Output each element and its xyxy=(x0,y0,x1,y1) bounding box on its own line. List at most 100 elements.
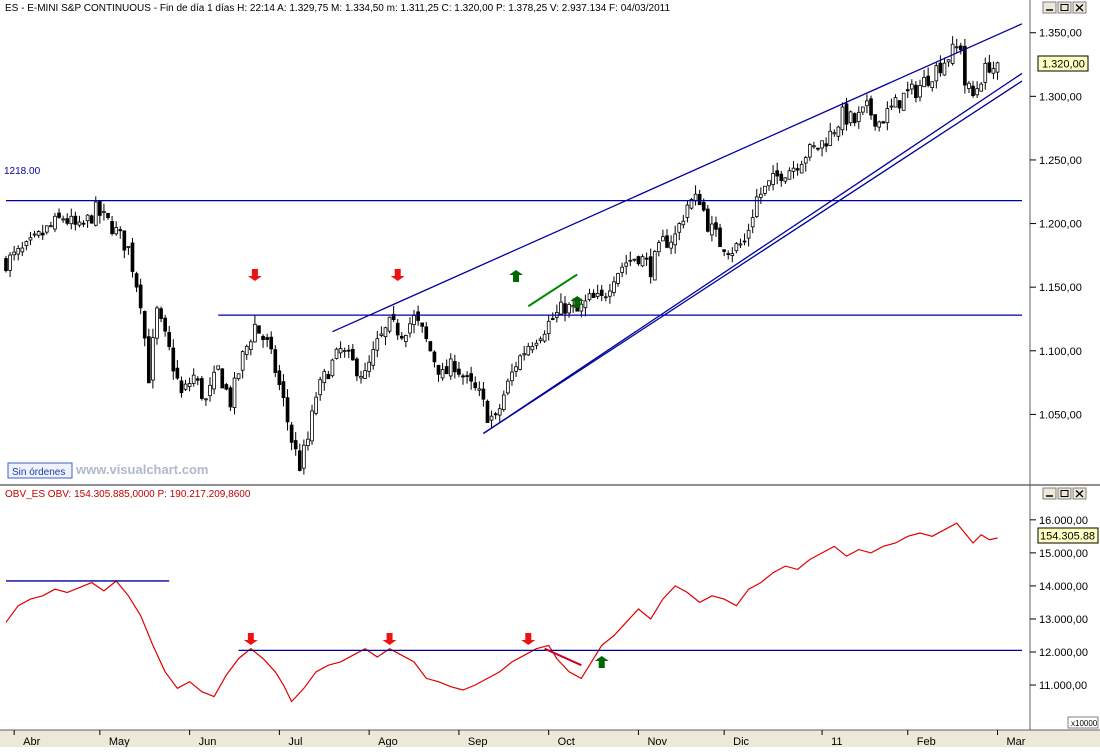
candle xyxy=(469,373,473,382)
candle xyxy=(599,289,604,296)
candle xyxy=(559,301,563,315)
down-arrow-icon xyxy=(243,633,258,645)
candle xyxy=(93,201,98,226)
candle xyxy=(983,63,988,83)
candle xyxy=(204,398,208,401)
candle xyxy=(705,208,710,232)
candle xyxy=(367,361,371,372)
candle xyxy=(820,140,824,149)
candle xyxy=(261,335,265,340)
close-icon[interactable] xyxy=(1072,487,1087,500)
candle xyxy=(220,368,225,389)
candle xyxy=(20,247,25,253)
minimize-icon[interactable] xyxy=(1042,487,1057,500)
price-y-tick-label: 1.300,00 xyxy=(1039,91,1082,103)
candle xyxy=(310,410,314,442)
orders-badge[interactable]: Sin órdenes xyxy=(7,462,73,479)
obv-y-tick-label: 15.000,00 xyxy=(1039,548,1088,560)
down-arrow-icon xyxy=(247,269,262,281)
minimize-icon[interactable] xyxy=(1042,1,1057,14)
candle xyxy=(995,62,1000,73)
candle xyxy=(493,413,498,416)
candle xyxy=(24,241,29,247)
candle xyxy=(302,444,306,469)
trend-line xyxy=(332,23,1023,333)
candle xyxy=(212,371,216,390)
candle xyxy=(791,167,796,172)
obv-y-tick-label: 14.000,00 xyxy=(1039,581,1088,593)
x-tick-label: Dic xyxy=(733,736,749,747)
candle xyxy=(326,374,331,380)
obv-y-tick-label: 16.000,00 xyxy=(1039,515,1088,527)
candle xyxy=(657,242,661,253)
x-tick-label: Mar xyxy=(1007,736,1026,747)
candle xyxy=(408,323,412,334)
candle xyxy=(967,82,971,89)
candle xyxy=(877,121,882,128)
candle xyxy=(216,365,221,370)
candle xyxy=(404,334,408,342)
candle xyxy=(98,200,102,216)
candle xyxy=(330,359,335,377)
candle xyxy=(453,361,457,373)
candle xyxy=(391,314,396,321)
candle xyxy=(306,438,310,446)
candle xyxy=(383,327,388,338)
candle xyxy=(314,396,318,414)
price-value-box: 1.320,00 xyxy=(1037,55,1089,72)
candle xyxy=(640,256,645,267)
candle xyxy=(742,240,747,243)
candle xyxy=(8,254,12,271)
candle xyxy=(371,349,376,366)
candle xyxy=(628,259,633,262)
candle xyxy=(836,126,841,137)
x-tick-label: Nov xyxy=(647,736,667,747)
candle xyxy=(273,349,278,373)
candle xyxy=(228,387,233,408)
price-panel xyxy=(0,0,1100,484)
candle xyxy=(436,364,441,375)
candle xyxy=(987,62,992,73)
x-tick-label: Ago xyxy=(378,736,398,747)
candle xyxy=(40,232,45,236)
candle xyxy=(240,351,245,371)
candle xyxy=(783,177,788,182)
candle xyxy=(697,193,702,206)
close-icon[interactable] xyxy=(1072,1,1087,14)
candle xyxy=(130,242,135,272)
candle xyxy=(208,384,212,397)
candle xyxy=(399,335,404,339)
restore-icon[interactable] xyxy=(1057,487,1072,500)
price-y-tick-label: 1.200,00 xyxy=(1039,219,1082,231)
obv-y-tick-label: 12.000,00 xyxy=(1039,647,1088,659)
candle xyxy=(652,251,657,281)
price-y-tick-label: 1.350,00 xyxy=(1039,28,1082,40)
candle xyxy=(457,368,461,375)
candle xyxy=(767,180,771,187)
candle xyxy=(975,88,979,96)
candle xyxy=(722,249,726,252)
candle xyxy=(432,351,437,363)
candle xyxy=(889,105,894,108)
candle xyxy=(942,62,947,76)
candle xyxy=(665,235,669,248)
candle xyxy=(32,233,37,236)
candle xyxy=(636,256,641,265)
price-plot xyxy=(4,23,1023,475)
candle xyxy=(869,98,873,116)
scale-note: x10000 xyxy=(1071,719,1098,728)
candle xyxy=(620,266,624,273)
candle xyxy=(244,345,249,355)
restore-icon[interactable] xyxy=(1057,1,1072,14)
candle xyxy=(734,243,739,252)
candle xyxy=(338,348,343,354)
candle xyxy=(428,341,433,352)
time-axis xyxy=(0,730,1100,747)
candle xyxy=(350,348,355,361)
candle xyxy=(881,121,886,124)
candle xyxy=(873,114,877,127)
price-y-tick-label: 1.250,00 xyxy=(1039,155,1082,167)
price-y-tick-label: 1.150,00 xyxy=(1039,282,1082,294)
candle xyxy=(334,348,339,359)
watermark: www.visualchart.com xyxy=(75,462,208,477)
